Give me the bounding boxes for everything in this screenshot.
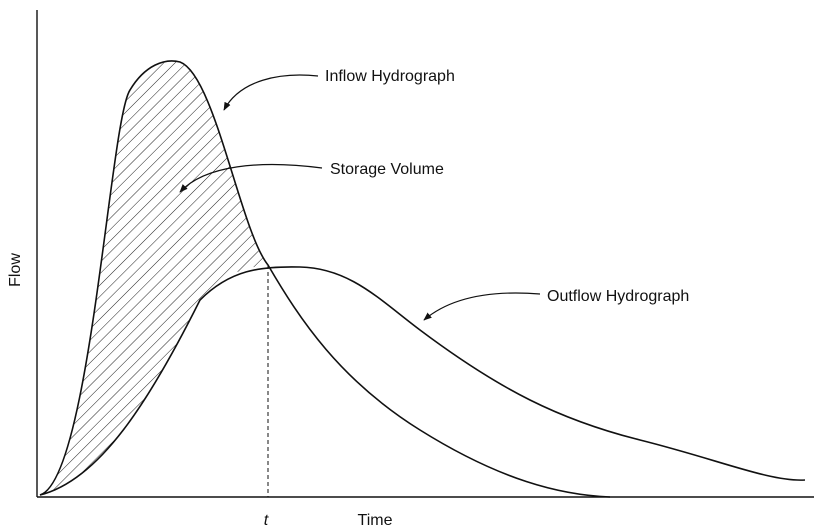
storage-hatch bbox=[40, 60, 268, 496]
inflow-label: Inflow Hydrograph bbox=[325, 68, 455, 85]
outflow-curve bbox=[39, 266, 806, 496]
storage-arrow bbox=[179, 163, 323, 193]
outflow-label: Outflow Hydrograph bbox=[547, 288, 689, 305]
storage-label: Storage Volume bbox=[330, 161, 444, 178]
time-marker-label: t bbox=[264, 512, 269, 529]
outflow-arrow bbox=[423, 292, 541, 321]
inflow-arrow bbox=[223, 74, 319, 111]
x-axis-label: Time bbox=[358, 512, 393, 529]
y-axis-label: Flow bbox=[7, 253, 24, 287]
inflow-curve bbox=[39, 60, 611, 498]
